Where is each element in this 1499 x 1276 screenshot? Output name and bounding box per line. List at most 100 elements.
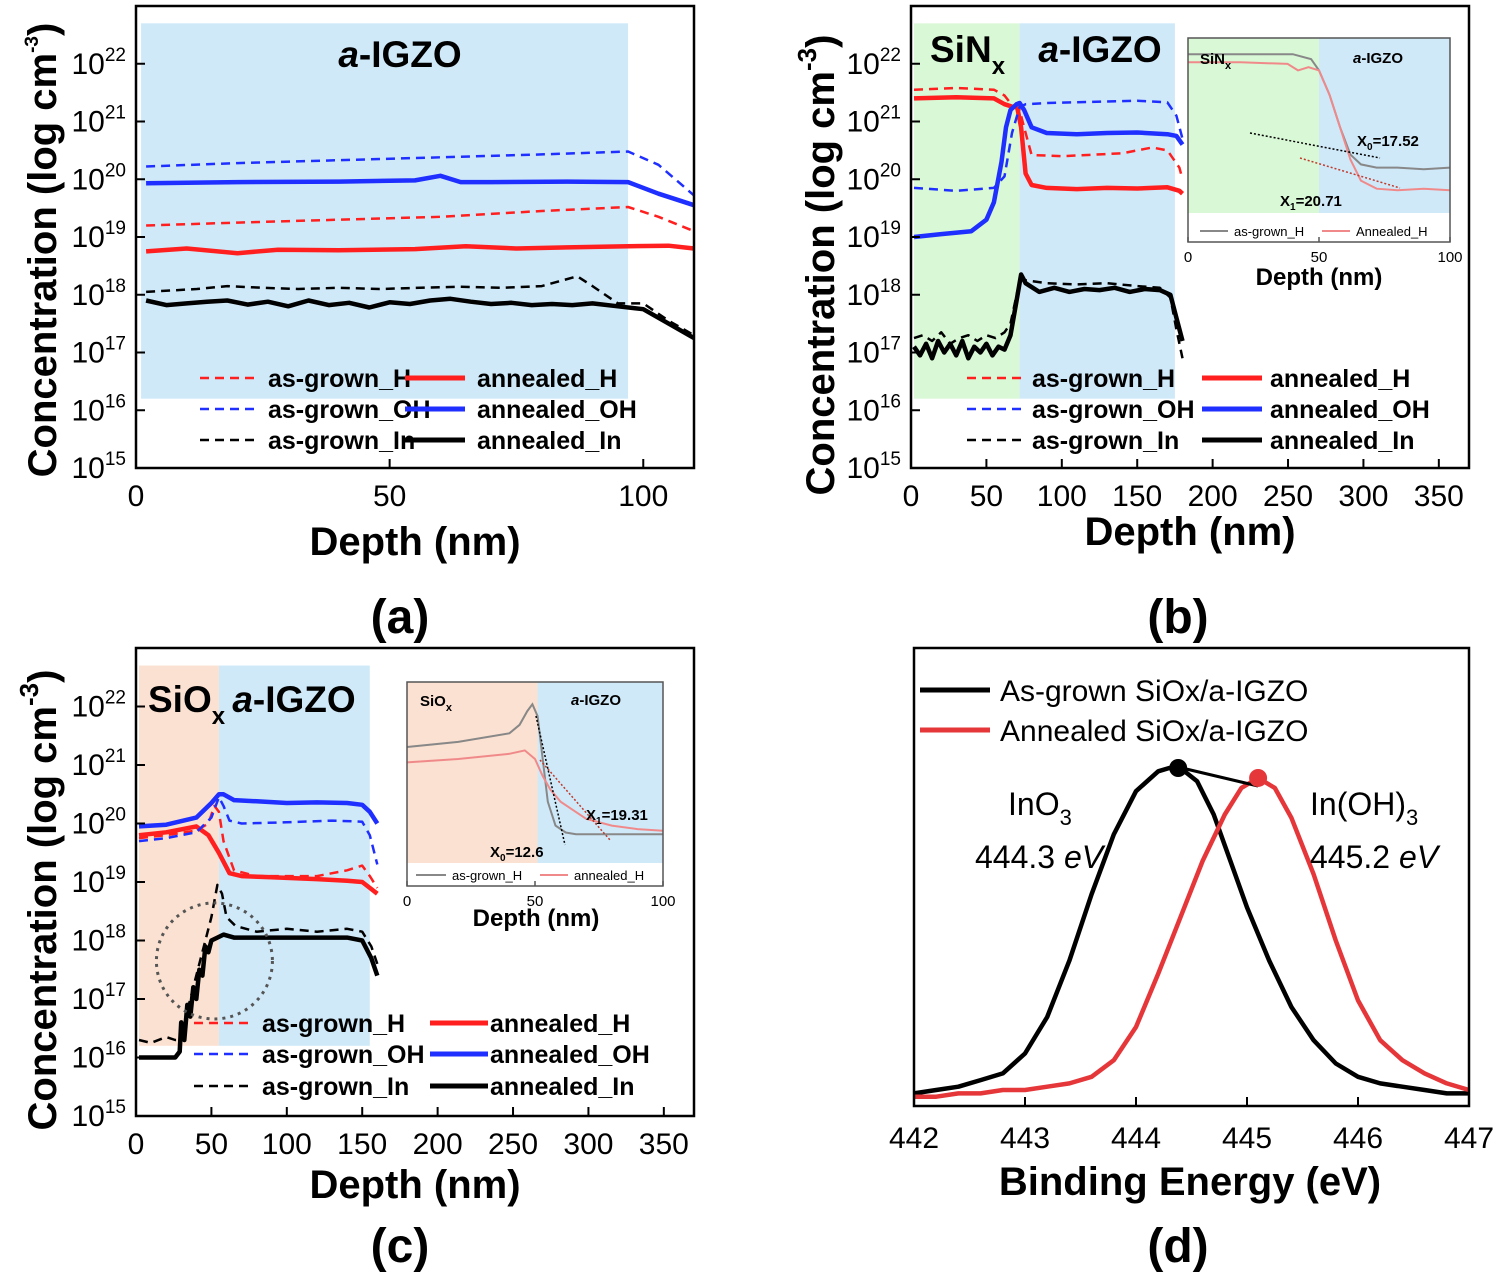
series-as-grown-in — [138, 883, 379, 1045]
y-tick-label-16: 1016 — [71, 1039, 126, 1075]
y-tick-label-16: 1016 — [71, 391, 126, 427]
d-peak-connector — [1181, 766, 1259, 788]
y-tick-label-19: 1019 — [71, 218, 126, 254]
legend-label-annealed-oh: annealed_OH — [477, 396, 637, 424]
panel-b-inset-ticks: 0 50 100 — [1184, 237, 1463, 266]
c-inset-siox-region — [407, 682, 538, 863]
y-tick-label-22: 1022 — [846, 45, 901, 81]
panel-c-y-title: Concentration (log cm-3) — [14, 670, 65, 1131]
panel-c-inset: 0 50 100 SiOx a-IGZO X1=19.31 X0=12.6 as-g… — [403, 681, 676, 932]
x-tick-label-447: 447 — [1444, 1122, 1494, 1155]
b-inset-sinx-label: SiNx — [1200, 51, 1232, 72]
panel-c-series — [138, 792, 380, 1060]
series-annealed-in — [139, 932, 380, 1060]
series-annealed-siox-a-igzo — [914, 775, 1470, 1099]
c-legend-label-as-grown-in: as-grown_In — [262, 1073, 409, 1101]
y-tick-label-16: 1016 — [846, 391, 901, 427]
legend-label-as-grown-in: as-grown_In — [268, 427, 415, 455]
series-as-grown-oh — [138, 795, 379, 865]
x-tick-label-250: 250 — [1263, 480, 1313, 513]
y-tick-label-17: 1017 — [71, 334, 126, 370]
inset-x-tick-label-50: 50 — [1311, 249, 1328, 266]
c-inset-x1-annotation: X1=19.31 — [586, 807, 648, 827]
x-tick-label-100: 100 — [1037, 480, 1087, 513]
y-tick-label-21: 1021 — [71, 746, 126, 782]
peak-marker-as-grown-siox-a-igzo — [1169, 759, 1188, 777]
c-inset-legend-label-1: annealed_H — [574, 868, 644, 883]
y-tick-label-18: 1018 — [71, 276, 126, 312]
y-tick-label-17: 1017 — [846, 334, 901, 370]
panel-a-x-title: Depth (nm) — [309, 520, 520, 564]
d-inoh3-label: In(OH)3 — [1310, 786, 1418, 830]
c-inset-legend-label-0: as-grown_H — [452, 868, 522, 883]
b-inset-x-title: Depth (nm) — [1256, 264, 1383, 291]
series-as-grown-in — [913, 276, 1184, 359]
b-inset-igzo-label: a-IGZO — [1353, 50, 1403, 67]
inset-x-tick-label-0: 0 — [403, 893, 411, 910]
b-legend-label-as-grown-h: as-grown_H — [1032, 365, 1175, 393]
panel-b-inset: 0 50 100 SiNx a-IGZO X0=17.52 X1=20.71 as-… — [1184, 37, 1463, 291]
inset-series-as-grown-h — [406, 702, 663, 836]
b-legend-label-annealed-h: annealed_H — [1270, 365, 1410, 393]
c-legend-label-annealed-in: annealed_In — [490, 1073, 635, 1101]
b-legend-label-annealed-in: annealed_In — [1270, 427, 1415, 455]
panel-c-inset-series — [406, 702, 664, 836]
x-tick-label-50: 50 — [970, 480, 1003, 513]
c-legend-label-as-grown-h: as-grown_H — [262, 1010, 405, 1038]
x-tick-label-200: 200 — [413, 1128, 463, 1161]
c-inset-x-title: Depth (nm) — [473, 905, 600, 932]
c-inset-siox-label: SiOx — [420, 693, 453, 714]
c-legend-label-annealed-h: annealed_H — [490, 1010, 630, 1038]
d-ino3-label: InO3 — [1008, 786, 1072, 830]
series-as-grown-oh — [913, 99, 1184, 193]
b-inset-legend-label-1: Annealed_H — [1356, 224, 1428, 239]
panel-d-frame — [912, 646, 1471, 1108]
series-annealed-in — [912, 272, 1185, 361]
y-tick-label-20: 1020 — [71, 160, 126, 196]
x-tick-label-50: 50 — [373, 480, 406, 513]
y-tick-label-22: 1022 — [71, 45, 126, 81]
panel-b-inset-series — [1188, 53, 1451, 192]
series-as-grown-siox-a-igzo — [913, 765, 1469, 1096]
y-tick-label-20: 1020 — [71, 805, 126, 841]
y-tick-label-18: 1018 — [846, 276, 901, 312]
series-annealed-h — [145, 243, 695, 256]
x-tick-label-250: 250 — [488, 1128, 538, 1161]
b-inset-x1-annotation: X1=20.71 — [1280, 193, 1342, 213]
b-igzo-label: a-IGZO — [1038, 29, 1161, 70]
panel-b-y-title: Concentration (log cm-3) — [792, 35, 843, 496]
d-legend-label-annealed: Annealed SiOx/a-IGZO — [1000, 715, 1308, 748]
x-tick-label-0: 0 — [128, 480, 145, 513]
x-tick-label-444: 444 — [1111, 1122, 1161, 1155]
inset-x-tick-label-100: 100 — [1437, 249, 1462, 266]
inset-series-annealed-h — [1188, 61, 1451, 192]
x-tick-label-200: 200 — [1188, 480, 1238, 513]
series-as-grown-h — [913, 86, 1184, 180]
x-tick-label-445: 445 — [1222, 1122, 1272, 1155]
x-tick-label-100: 100 — [262, 1128, 312, 1161]
inset-x-tick-label-50: 50 — [527, 893, 544, 910]
panel-b-ticks: 0 50 100 150 200 250 300 350 1015 1016 1017 1018 101… — [846, 45, 1463, 513]
y-tick-label-21: 1021 — [846, 103, 901, 139]
panel-b-x-title: Depth (nm) — [1084, 510, 1295, 554]
series-as-grown-oh — [146, 150, 695, 197]
c-siox-region — [139, 665, 219, 1046]
legend-label-annealed-in: annealed_In — [477, 427, 622, 455]
panel-a-y-title: Concentration (log cm-3) — [21, 23, 65, 478]
y-tick-label-17: 1017 — [71, 980, 126, 1016]
b-inset-fit-line-1 — [1299, 157, 1401, 189]
panel-b: 0 50 100 150 200 250 300 350 1015 1016 1017 1018 101… — [792, 4, 1471, 644]
x-tick-label-350: 350 — [639, 1128, 689, 1161]
x-tick-label-442: 442 — [889, 1122, 939, 1155]
legend-label-annealed-h: annealed_H — [477, 365, 617, 393]
series-annealed-oh — [913, 100, 1185, 240]
panel-c-x-title: Depth (nm) — [309, 1163, 520, 1207]
b-legend-label-as-grown-oh: as-grown_OH — [1032, 396, 1195, 424]
series-annealed-oh — [138, 792, 380, 829]
c-inset-fit-line-1 — [539, 759, 611, 841]
c-inset-igzo-label: a-IGZO — [571, 692, 621, 709]
series-as-grown-h — [146, 205, 695, 233]
inset-x-tick-label-0: 0 — [1184, 249, 1192, 266]
y-tick-label-15: 1015 — [71, 449, 126, 485]
